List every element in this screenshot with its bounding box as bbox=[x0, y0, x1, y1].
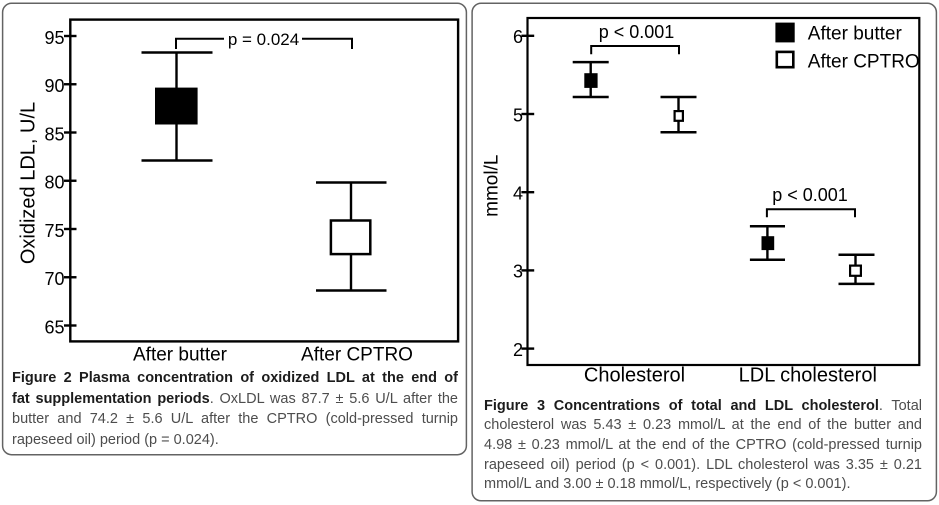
svg-text:65: 65 bbox=[44, 317, 64, 337]
svg-text:4: 4 bbox=[513, 184, 523, 204]
svg-text:mmol/L: mmol/L bbox=[482, 155, 503, 217]
svg-text:After butter: After butter bbox=[133, 345, 228, 366]
svg-text:After CPTRO: After CPTRO bbox=[301, 345, 413, 366]
svg-text:70: 70 bbox=[44, 269, 64, 289]
svg-text:After butter: After butter bbox=[808, 24, 903, 45]
svg-text:p < 0.001: p < 0.001 bbox=[772, 185, 848, 205]
svg-text:p = 0.024: p = 0.024 bbox=[228, 30, 299, 49]
svg-text:80: 80 bbox=[44, 173, 64, 193]
svg-text:After CPTRO: After CPTRO bbox=[808, 51, 920, 72]
svg-text:95: 95 bbox=[44, 28, 64, 48]
svg-text:p < 0.001: p < 0.001 bbox=[599, 22, 675, 42]
svg-text:5: 5 bbox=[513, 105, 523, 125]
svg-text:6: 6 bbox=[513, 27, 523, 47]
svg-text:85: 85 bbox=[44, 124, 64, 144]
svg-text:90: 90 bbox=[44, 76, 64, 96]
svg-text:3: 3 bbox=[513, 262, 523, 282]
svg-text:Oxidized LDL, U/L: Oxidized LDL, U/L bbox=[18, 102, 40, 264]
svg-text:LDL cholesterol: LDL cholesterol bbox=[739, 365, 877, 387]
svg-text:Cholesterol: Cholesterol bbox=[584, 365, 685, 387]
svg-text:75: 75 bbox=[44, 221, 64, 241]
svg-text:2: 2 bbox=[513, 340, 523, 360]
